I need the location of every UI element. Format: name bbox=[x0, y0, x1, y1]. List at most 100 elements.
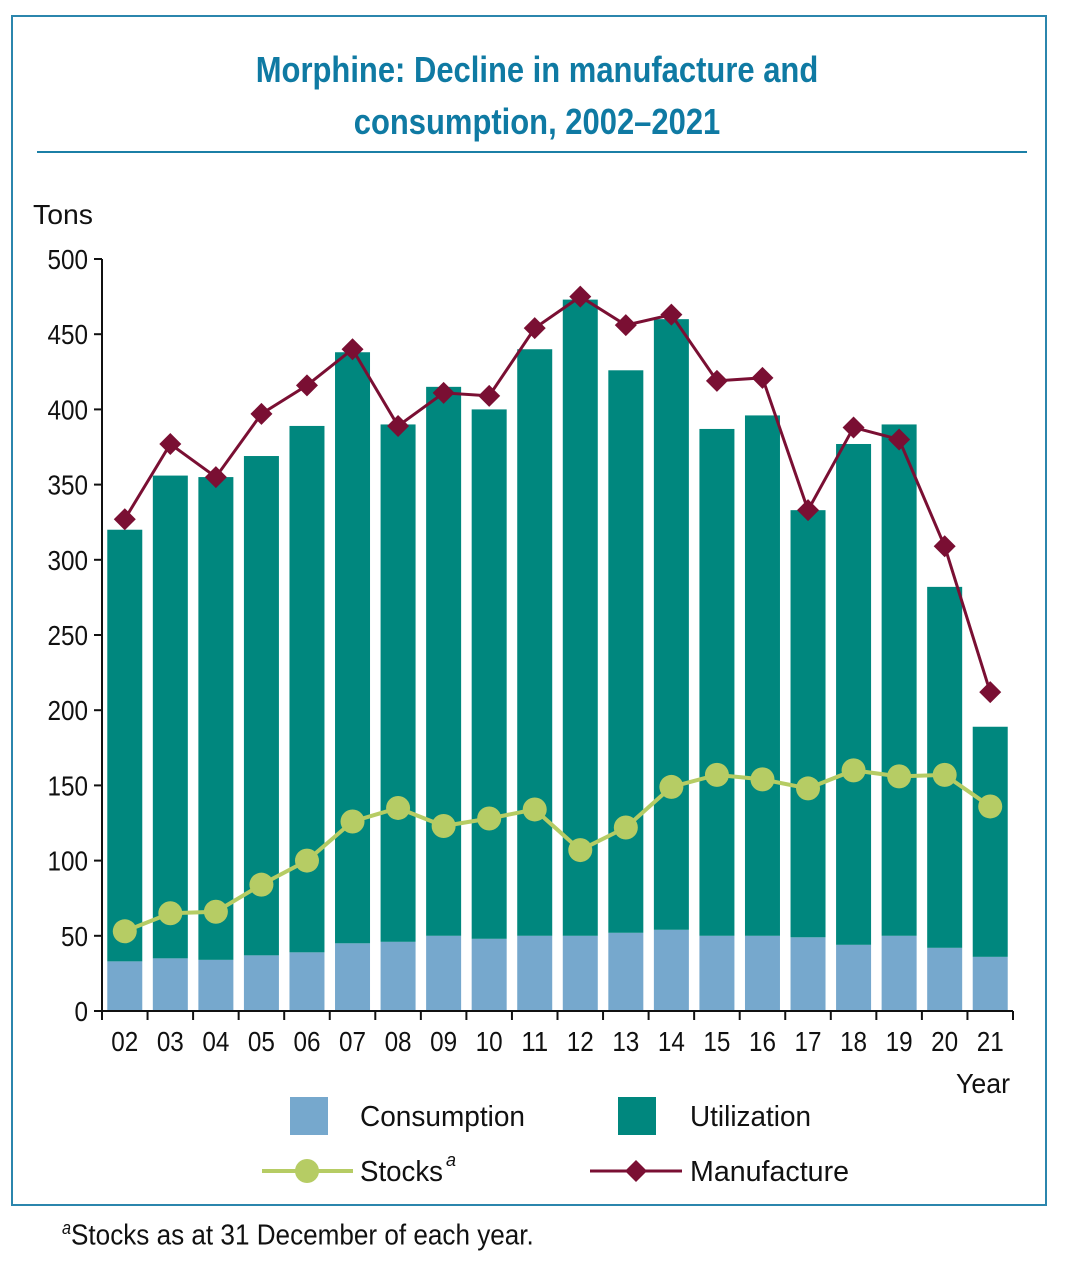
y-tick-label: 0 bbox=[75, 996, 89, 1027]
consumption-bar bbox=[836, 944, 872, 1011]
x-tick-label: 02 bbox=[111, 1026, 138, 1057]
stocks-point bbox=[340, 809, 365, 834]
consumption-bar bbox=[335, 943, 371, 1011]
manufacture-point bbox=[933, 535, 956, 558]
footnote: aStocks as at 31 December of each year. bbox=[62, 1218, 534, 1253]
legend-stocks-marker bbox=[295, 1159, 319, 1183]
stocks-point bbox=[112, 919, 137, 944]
consumption-bar bbox=[972, 956, 1008, 1011]
consumption-bar bbox=[289, 952, 325, 1011]
x-axis-title: Year bbox=[956, 1068, 1010, 1099]
manufacture-point bbox=[432, 381, 455, 404]
consumption-bar bbox=[380, 941, 416, 1011]
y-tick-label: 300 bbox=[48, 545, 89, 576]
consumption-bar bbox=[562, 935, 598, 1011]
bars-layer bbox=[107, 299, 1008, 1011]
utilization-bar bbox=[243, 456, 279, 956]
title-divider bbox=[37, 151, 1027, 153]
stocks-point bbox=[431, 814, 456, 839]
x-tick-label: 18 bbox=[840, 1026, 867, 1057]
y-tick-label: 400 bbox=[48, 394, 89, 425]
legend-consumption-swatch bbox=[290, 1097, 328, 1135]
legend: Consumption Utilization Stocks a Manufacture bbox=[262, 1097, 849, 1188]
utilization-bar bbox=[335, 352, 371, 944]
stocks-point bbox=[249, 872, 274, 897]
utilization-bar bbox=[699, 428, 735, 936]
x-tick-label: 06 bbox=[293, 1026, 320, 1057]
utilization-bar bbox=[152, 475, 188, 959]
consumption-bar bbox=[744, 935, 780, 1011]
manufacture-point bbox=[159, 432, 182, 455]
chart-title-line-1: Morphine: Decline in manufacture and bbox=[255, 49, 819, 90]
manufacture-point bbox=[341, 338, 364, 361]
x-tick-label: 12 bbox=[567, 1026, 594, 1057]
manufacture-point bbox=[295, 374, 318, 397]
manufacture-point bbox=[387, 414, 410, 437]
utilization-bar bbox=[836, 443, 872, 945]
manufacture-point bbox=[705, 369, 728, 392]
y-tick-label: 500 bbox=[48, 244, 89, 275]
stocks-point bbox=[796, 776, 821, 801]
utilization-bar bbox=[426, 386, 462, 936]
stocks-point bbox=[841, 758, 866, 783]
consumption-bar bbox=[471, 938, 507, 1011]
utilization-bar bbox=[471, 409, 507, 939]
x-tick-label: 16 bbox=[749, 1026, 776, 1057]
footnote-marker: a bbox=[62, 1218, 72, 1238]
x-tick-label: 13 bbox=[612, 1026, 639, 1057]
utilization-bar bbox=[380, 424, 416, 942]
x-tick-label: 20 bbox=[931, 1026, 958, 1057]
manufacture-point bbox=[614, 314, 637, 337]
stocks-point bbox=[932, 762, 957, 787]
utilization-bar bbox=[608, 370, 644, 933]
manufacture-line bbox=[123, 294, 992, 693]
utilization-bar bbox=[517, 349, 553, 936]
stocks-point bbox=[750, 767, 775, 792]
y-tick-label: 100 bbox=[48, 846, 89, 877]
stocks-point bbox=[294, 848, 319, 873]
legend-manufacture-marker bbox=[625, 1160, 647, 1182]
manufacture-point bbox=[979, 681, 1002, 704]
y-tick-label: 200 bbox=[48, 695, 89, 726]
chart-title-line-2: consumption, 2002–2021 bbox=[353, 101, 721, 142]
manufacture-point bbox=[204, 466, 227, 489]
stocks-point bbox=[386, 795, 411, 820]
legend-utilization-swatch bbox=[618, 1097, 656, 1135]
utilization-bar bbox=[653, 319, 689, 930]
chart-title: Morphine: Decline in manufacture and con… bbox=[75, 44, 999, 148]
manufacture-point bbox=[797, 499, 820, 522]
consumption-bar bbox=[790, 937, 826, 1011]
consumption-bar bbox=[152, 958, 188, 1011]
axes-layer: 0 50 100 150 200 250 300 350 400 450 500 02 03 04 05 06… bbox=[33, 199, 1014, 1099]
legend-utilization-label: Utilization bbox=[690, 1101, 811, 1133]
x-tick-label: 08 bbox=[385, 1026, 412, 1057]
lines-layer bbox=[112, 285, 1003, 944]
legend-stocks-label: Stocks bbox=[360, 1156, 443, 1188]
y-tick-label: 350 bbox=[48, 470, 89, 501]
x-tick-label: 07 bbox=[339, 1026, 366, 1057]
stocks-point bbox=[704, 762, 729, 787]
utilization-bar bbox=[107, 529, 143, 962]
stocks-point bbox=[522, 797, 547, 822]
x-tick-label: 11 bbox=[521, 1026, 548, 1057]
manufacture-point bbox=[660, 303, 683, 326]
y-tick-label: 450 bbox=[48, 319, 89, 350]
x-tick-label: 17 bbox=[795, 1026, 822, 1057]
stocks-point bbox=[477, 806, 502, 831]
legend-manufacture-label: Manufacture bbox=[690, 1156, 849, 1188]
y-tick-label: 150 bbox=[48, 770, 89, 801]
legend-stocks-superscript: a bbox=[446, 1150, 456, 1170]
consumption-bar bbox=[608, 932, 644, 1011]
stocks-point bbox=[158, 901, 183, 926]
consumption-bar bbox=[699, 935, 735, 1011]
manufacture-point bbox=[751, 366, 774, 389]
consumption-bar bbox=[517, 935, 553, 1011]
x-tick-label: 03 bbox=[157, 1026, 184, 1057]
chart-frame bbox=[11, 15, 1047, 1206]
consumption-bar bbox=[426, 935, 462, 1011]
utilization-bar bbox=[289, 425, 325, 953]
stocks-point bbox=[978, 794, 1003, 819]
x-tick-label: 14 bbox=[658, 1026, 685, 1057]
footnote-text: Stocks as at 31 December of each year. bbox=[71, 1219, 534, 1252]
stocks-point bbox=[568, 838, 593, 863]
